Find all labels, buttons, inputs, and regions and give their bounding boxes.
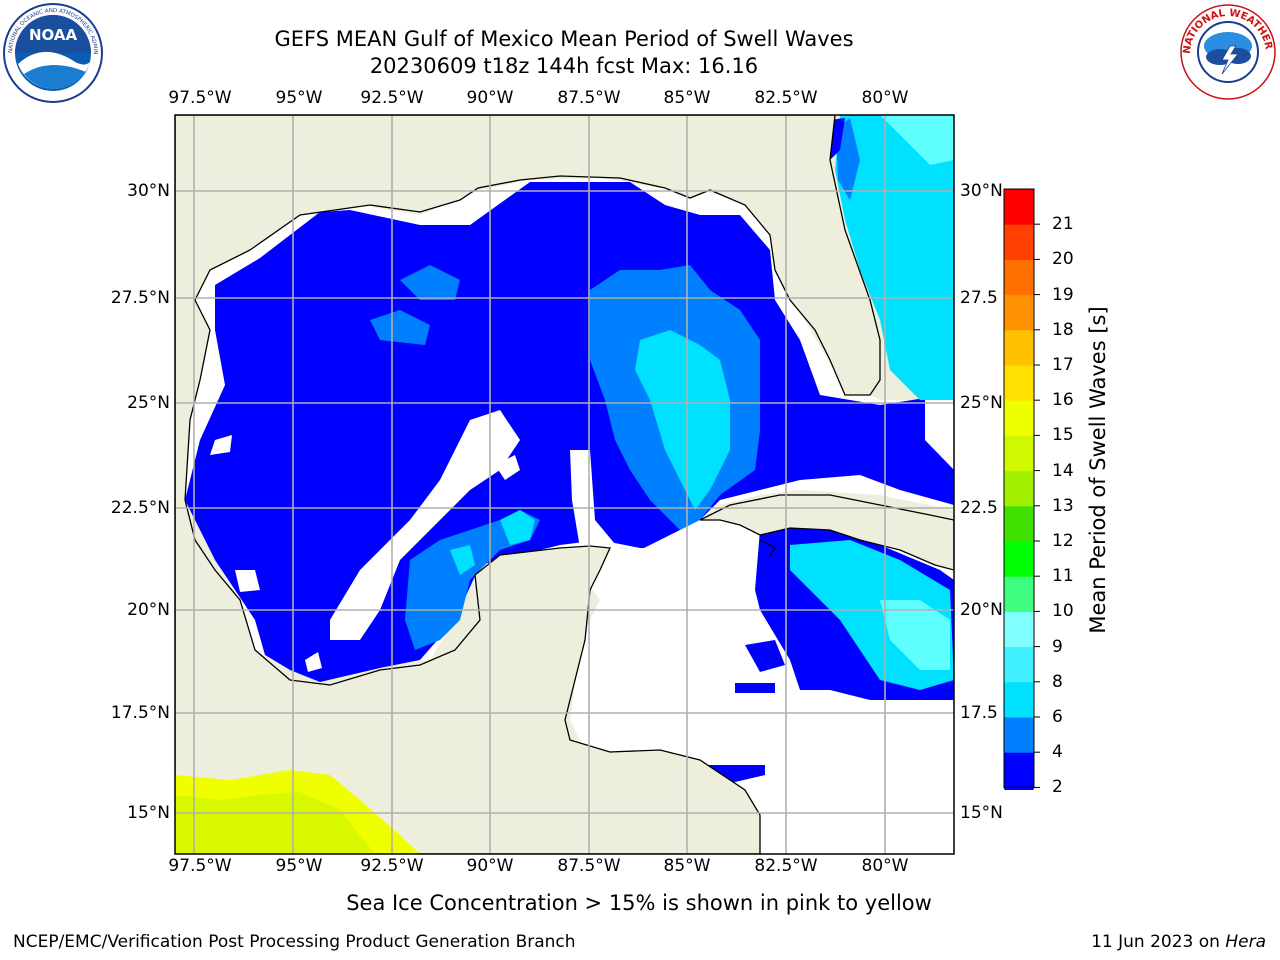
colorbar-label-12: 12 [1052, 531, 1074, 551]
swell-6-8s [635, 330, 730, 510]
cuba-land [699, 494, 954, 571]
lon-label-top-1: 95°W [275, 88, 323, 108]
colorbar-label-16: 16 [1052, 390, 1074, 411]
lat-label-right-5: 17.5 [960, 703, 998, 723]
colorbar-frame [1003, 188, 1035, 788]
colorbar-segment [1004, 646, 1034, 683]
colorbar-label-13: 13 [1052, 495, 1074, 516]
lon-label-bottom-3: 90°W [466, 856, 514, 876]
colorbar-segment [1004, 576, 1034, 612]
colorbar-label-4: 4 [1052, 742, 1063, 763]
lat-label-right-3: 22.5 [960, 498, 998, 518]
colorbar-label-11: 11 [1052, 566, 1074, 587]
colorbar-segment [1004, 470, 1034, 507]
colorbar-segment [1004, 752, 1034, 788]
colorbar-label-20: 20 [1052, 249, 1074, 270]
noaa-logo: NOAA NATIONAL OCEANIC AND ATMOSPHERIC AD… [2, 2, 103, 103]
lon-label-top-0: 97.5°W [168, 88, 232, 108]
colorbar-label-10: 10 [1052, 601, 1074, 622]
colorbar-label-9: 9 [1052, 636, 1063, 657]
lon-label-bottom-2: 92.5°W [360, 856, 424, 876]
lon-label-bottom-7: 80°W [861, 856, 909, 876]
chart-title: GEFS MEAN Gulf of Mexico Mean Period of … [274, 27, 854, 51]
footer-org: NCEP/EMC/Verification Post Processing Pr… [13, 932, 576, 952]
map-frame [174, 114, 955, 855]
colorbar-segment [1004, 400, 1034, 436]
colorbar-label-19: 19 [1052, 284, 1074, 305]
lat-label-left-0: 30°N [127, 181, 170, 201]
colorbar-segment [1004, 329, 1034, 366]
colorbar-segment [1004, 259, 1034, 296]
footer-host: Hera [1225, 932, 1266, 952]
colorbar-title: Mean Period of Swell Waves [s] [1086, 306, 1110, 634]
lat-label-right-0: 30°N [960, 181, 1003, 201]
colorbar-label-17: 17 [1052, 355, 1074, 375]
lon-label-bottom-4: 87.5°W [557, 856, 621, 876]
colorbar-label-8: 8 [1052, 671, 1063, 692]
atlantic-swell [835, 115, 954, 400]
colorbar-label-15: 15 [1052, 425, 1074, 446]
colorbar-segment [1004, 435, 1034, 472]
colorbar-segment [1004, 611, 1034, 648]
colorbar-label-14: 14 [1052, 460, 1074, 481]
lat-label-left-1: 27.5°N [110, 288, 170, 308]
colorbar-label-2: 2 [1052, 777, 1063, 798]
lon-label-top-2: 92.5°W [360, 88, 424, 108]
lon-label-top-5: 85°W [663, 88, 711, 108]
lat-label-left-2: 25°N [127, 393, 170, 413]
noaa-logo-text: NOAA [29, 26, 78, 44]
lon-label-bottom-1: 95°W [275, 856, 323, 876]
graticule [175, 115, 954, 854]
colorbar-label-6: 6 [1052, 707, 1063, 727]
colorbar-segment [1004, 189, 1034, 225]
colorbar-segment [1004, 717, 1034, 753]
sea-ice-note: Sea Ice Concentration > 15% is shown in … [346, 891, 932, 915]
lat-label-right-2: 25°N [960, 393, 1003, 413]
lon-label-bottom-6: 82.5°W [754, 856, 818, 876]
footer-date-text: 11 Jun 2023 on [1091, 932, 1226, 952]
lat-label-right-4: 20°N [960, 600, 1003, 620]
colorbar [1003, 188, 1040, 790]
lat-label-left-5: 17.5°N [110, 703, 170, 723]
colorbar-segment [1004, 505, 1034, 542]
lon-label-bottom-5: 85°W [663, 856, 711, 876]
lon-label-top-6: 82.5°W [754, 88, 818, 108]
chart-subtitle: 20230609 t18z 144h fcst Max: 16.16 [369, 54, 759, 78]
lon-label-top-3: 90°W [466, 88, 514, 108]
colorbar-segment [1004, 541, 1034, 577]
colorbar-segment [1004, 365, 1034, 401]
lon-label-top-4: 87.5°W [557, 88, 621, 108]
colorbar-label-18: 18 [1052, 319, 1074, 340]
colorbar-segment [1004, 294, 1034, 331]
lat-label-left-3: 22.5°N [110, 498, 170, 518]
colorbar-segment [1004, 224, 1034, 260]
lat-label-left-4: 20°N [127, 600, 170, 620]
nws-logo: NATIONAL WEATHER SERVICE [1178, 2, 1276, 100]
lat-label-right-1: 27.5 [960, 288, 998, 308]
lat-label-right-6: 15°N [960, 803, 1003, 823]
footer-date: 11 Jun 2023 on Hera [1091, 932, 1266, 952]
colorbar-label-21: 21 [1052, 214, 1074, 235]
lon-label-bottom-0: 97.5°W [168, 856, 232, 876]
lat-label-left-6: 15°N [127, 803, 170, 823]
colorbar-segment [1004, 681, 1034, 718]
lon-label-top-7: 80°W [861, 88, 909, 108]
